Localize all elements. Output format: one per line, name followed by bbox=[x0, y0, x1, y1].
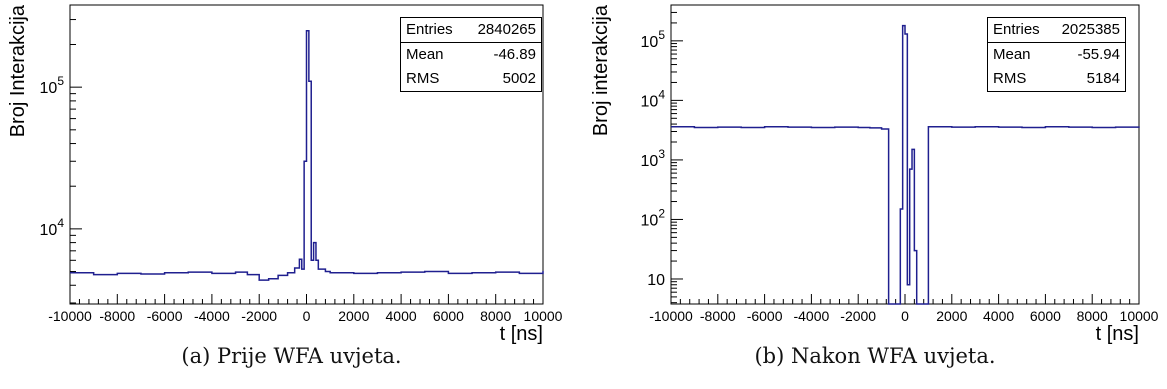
stats-rms-row: RMS 5002 bbox=[401, 67, 541, 91]
y-tick-label: 10 bbox=[647, 272, 665, 289]
x-tick-label: 0 bbox=[303, 308, 311, 324]
x-tick-label: 4000 bbox=[983, 308, 1014, 324]
caption-b: (b) Nakon WFA uvjeta. bbox=[754, 344, 996, 368]
stats-rms-row: RMS 5184 bbox=[988, 67, 1125, 91]
x-tick-label: 0 bbox=[901, 308, 909, 324]
stats-entries-label: Entries bbox=[406, 21, 453, 38]
stats-rms-label: RMS bbox=[406, 70, 440, 87]
x-tick-label: -2000 bbox=[840, 308, 876, 324]
x-tick-label: -6000 bbox=[147, 308, 183, 324]
stats-mean-label: Mean bbox=[406, 46, 444, 63]
stats-rms-value: 5002 bbox=[502, 70, 536, 87]
stats-rms-value: 5184 bbox=[1086, 70, 1120, 87]
x-tick-label: 10000 bbox=[524, 308, 563, 324]
stats-entries-value: 2025385 bbox=[1061, 21, 1120, 38]
x-tick-label: -8000 bbox=[700, 308, 736, 324]
y-tick-label: 104 bbox=[40, 216, 65, 239]
stats-mean-value: -55.94 bbox=[1077, 46, 1120, 63]
chart-panel-a: -10000 -8000 -6000 -4000 -2000 0 2000 4000 6000 8… bbox=[0, 0, 583, 389]
x-tick-label: -10000 bbox=[649, 308, 693, 324]
stats-mean-label: Mean bbox=[993, 46, 1031, 63]
x-tick-label: 10000 bbox=[1120, 308, 1159, 324]
stats-box-a: Entries 2840265 Mean -46.89 RMS 5002 bbox=[400, 17, 542, 92]
stats-entries-row: Entries 2840265 bbox=[401, 18, 541, 43]
chart-panel-b: -10000 -8000 -6000 -4000 -2000 0 2000 4000 6000 8… bbox=[583, 0, 1167, 389]
x-tick-label: -4000 bbox=[793, 308, 829, 324]
x-tick-label: 8000 bbox=[480, 308, 511, 324]
x-axis-label: t [ns] bbox=[1096, 323, 1139, 345]
stats-mean-row: Mean -55.94 bbox=[988, 43, 1125, 67]
stats-entries-row: Entries 2025385 bbox=[988, 18, 1125, 43]
x-tick-label: 2000 bbox=[338, 308, 369, 324]
stats-entries-label: Entries bbox=[993, 21, 1040, 38]
y-tick-label: 105 bbox=[40, 74, 65, 97]
stats-mean-row: Mean -46.89 bbox=[401, 43, 541, 67]
x-tick-label: -8000 bbox=[99, 308, 135, 324]
y-tick-label: 105 bbox=[641, 28, 666, 51]
x-tick-label: 8000 bbox=[1077, 308, 1108, 324]
x-tick-label: -10000 bbox=[48, 308, 92, 324]
x-tick-label: 4000 bbox=[386, 308, 417, 324]
caption-a: (a) Prije WFA uvjeta. bbox=[181, 344, 402, 368]
y-tick-label: 103 bbox=[641, 147, 666, 170]
x-tick-label: 2000 bbox=[936, 308, 967, 324]
x-tick-label: -6000 bbox=[747, 308, 783, 324]
histogram-series-line bbox=[671, 24, 1140, 305]
stats-rms-label: RMS bbox=[993, 70, 1027, 87]
x-tick-label: 6000 bbox=[1030, 308, 1061, 324]
stats-mean-value: -46.89 bbox=[493, 46, 536, 63]
x-tick-label: -4000 bbox=[194, 308, 230, 324]
stats-entries-value: 2840265 bbox=[477, 21, 536, 38]
y-tick-label: 102 bbox=[641, 206, 666, 229]
y-tick-label: 104 bbox=[641, 87, 666, 110]
x-tick-label: -2000 bbox=[241, 308, 277, 324]
histogram-b-plot: -10000 -8000 -6000 -4000 -2000 0 2000 4000 6000 8… bbox=[590, 4, 1159, 345]
x-axis-label: t [ns] bbox=[500, 323, 543, 345]
stats-box-b: Entries 2025385 Mean -55.94 RMS 5184 bbox=[987, 17, 1126, 92]
x-tick-label: 6000 bbox=[433, 308, 464, 324]
histogram-a-plot: -10000 -8000 -6000 -4000 -2000 0 2000 4000 6000 8… bbox=[7, 4, 563, 345]
y-axis-label: Broj Interakcija bbox=[7, 4, 29, 137]
y-axis-label: Broj interakcija bbox=[590, 4, 612, 136]
histogram-series-line bbox=[70, 30, 544, 281]
